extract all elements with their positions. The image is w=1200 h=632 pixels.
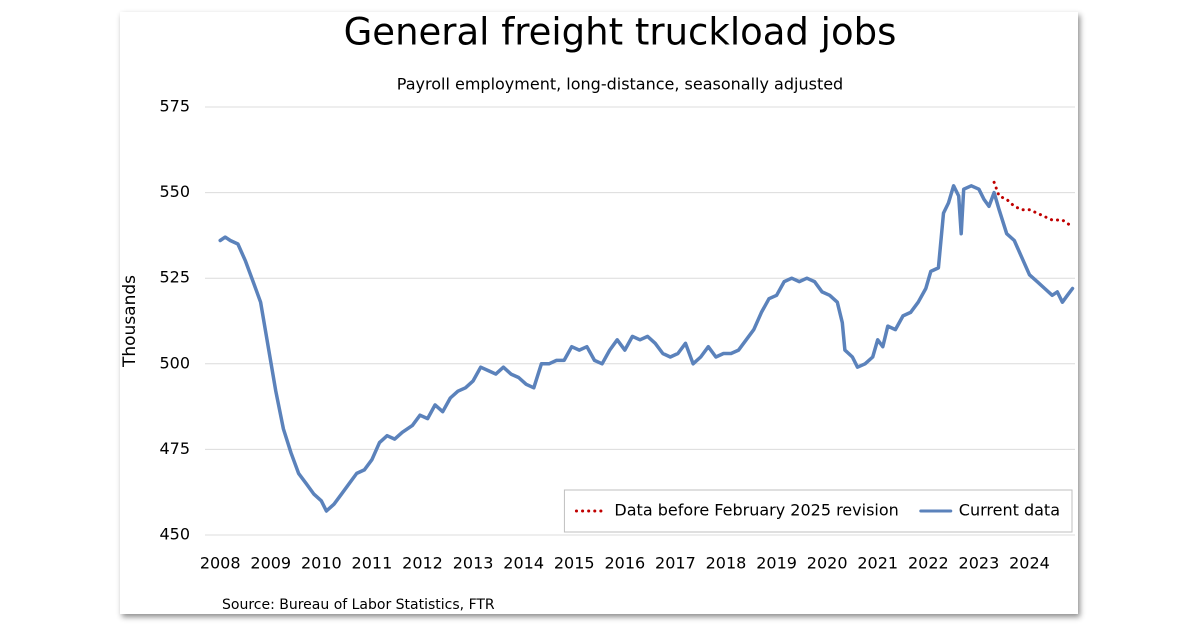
- source-note: Source: Bureau of Labor Statistics, FTR: [222, 597, 495, 613]
- x-tick-label: 2022: [908, 554, 949, 573]
- chart-title: General freight truckload jobs: [344, 11, 897, 54]
- y-tick-label: 500: [159, 353, 190, 372]
- x-tick-label: 2010: [301, 554, 342, 573]
- x-tick-label: 2011: [352, 554, 393, 573]
- series-line: [218, 184, 1075, 513]
- x-tick-label: 2024: [1009, 554, 1050, 573]
- plot-lines: [218, 180, 1075, 513]
- y-tick-label: 550: [159, 182, 190, 201]
- y-tick-label: 575: [159, 97, 190, 116]
- series-line: [992, 180, 1074, 229]
- chart-subtitle: Payroll employment, long-distance, seaso…: [397, 75, 843, 94]
- y-tick-label: 475: [159, 439, 190, 458]
- legend: Data before February 2025 revision Curren…: [563, 489, 1073, 533]
- x-tick-label: 2014: [503, 554, 544, 573]
- x-tick-label: 2015: [554, 554, 595, 573]
- x-tick-label: 2016: [604, 554, 645, 573]
- x-tick-label: 2020: [807, 554, 848, 573]
- legend-label: Current data: [959, 501, 1060, 520]
- x-tick-label: 2008: [200, 554, 241, 573]
- y-tick-label: 525: [159, 268, 190, 287]
- grid: 450 475 500 525 550 575 2008 2009 2010 2011 2012 20…: [159, 97, 1075, 573]
- x-tick-label: 2017: [655, 554, 696, 573]
- x-tick-label: 2018: [706, 554, 747, 573]
- x-tick-label: 2012: [402, 554, 443, 573]
- legend-box: [563, 489, 1073, 533]
- x-tick-label: 2023: [959, 554, 1000, 573]
- x-tick-label: 2009: [250, 554, 291, 573]
- x-tick-label: 2013: [453, 554, 494, 573]
- legend-label: Data before February 2025 revision: [614, 501, 898, 520]
- y-axis-label: Thousands: [120, 275, 140, 368]
- x-tick-label: 2019: [756, 554, 797, 573]
- x-tick-label: 2021: [857, 554, 898, 573]
- y-tick-label: 450: [159, 525, 190, 544]
